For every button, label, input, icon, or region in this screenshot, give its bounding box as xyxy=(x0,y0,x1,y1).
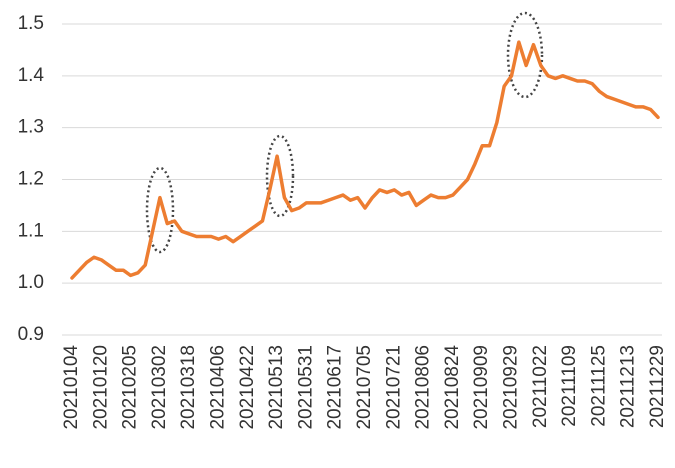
x-tick-label: 20210705 xyxy=(354,345,375,430)
x-tick-label: 20210120 xyxy=(90,345,111,430)
highlight-ellipse xyxy=(506,11,544,99)
data-line xyxy=(70,40,660,280)
x-tick-label: 20210513 xyxy=(266,345,287,430)
y-tick-label: 0.9 xyxy=(18,324,44,345)
y-tick-label: 1.0 xyxy=(18,272,44,293)
highlight-ellipse xyxy=(145,166,175,254)
x-tick-label: 20211109 xyxy=(559,345,580,427)
highlight-ellipse xyxy=(265,134,295,218)
x-tick-label: 20210531 xyxy=(295,345,316,430)
x-tick-label: 20210721 xyxy=(383,345,404,430)
x-tick-label: 20210318 xyxy=(178,345,199,430)
x-tick-label: 20210909 xyxy=(471,345,492,430)
x-tick-label: 20210824 xyxy=(442,345,463,430)
x-tick-label: 20210806 xyxy=(413,345,434,430)
y-tick-label: 1.1 xyxy=(18,220,44,241)
y-tick-label: 1.3 xyxy=(18,117,44,138)
x-tick-label: 20210302 xyxy=(149,345,170,430)
highlight-ellipses xyxy=(145,11,544,254)
x-tick-label: 20210422 xyxy=(237,345,258,430)
x-tick-label: 20210205 xyxy=(120,345,141,430)
x-tick-label: 20210617 xyxy=(325,345,346,430)
x-tick-label: 20210406 xyxy=(208,345,229,430)
y-tick-label: 1.5 xyxy=(18,13,44,34)
x-tick-label: 20211229 xyxy=(647,345,668,428)
y-tick-label: 1.4 xyxy=(18,65,45,86)
x-tick-label: 20211213 xyxy=(618,345,639,428)
y-tick-label: 1.2 xyxy=(18,169,44,190)
x-tick-label: 20210929 xyxy=(501,345,522,430)
x-tick-label: 20211125 xyxy=(588,345,609,427)
x-tick-label: 20210104 xyxy=(61,345,82,430)
x-tick-label: 20211022 xyxy=(530,345,551,428)
